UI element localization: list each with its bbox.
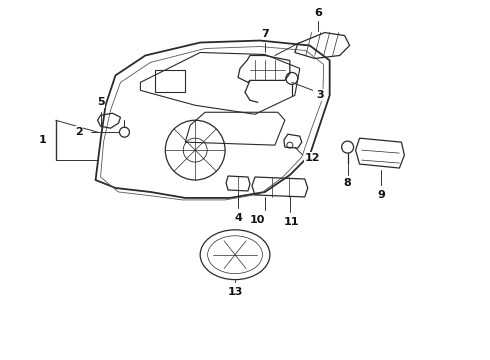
Text: 12: 12 — [305, 153, 320, 163]
Text: 3: 3 — [316, 90, 323, 100]
Text: 4: 4 — [234, 213, 242, 223]
Text: 1: 1 — [39, 135, 47, 145]
Text: 13: 13 — [227, 287, 243, 297]
Text: 2: 2 — [75, 127, 82, 137]
Text: 11: 11 — [284, 217, 299, 227]
Text: 9: 9 — [377, 190, 386, 200]
Text: 8: 8 — [343, 178, 351, 188]
Text: 5: 5 — [97, 97, 104, 107]
Text: 10: 10 — [249, 215, 265, 225]
Text: 7: 7 — [261, 28, 269, 39]
Text: 6: 6 — [314, 8, 321, 18]
